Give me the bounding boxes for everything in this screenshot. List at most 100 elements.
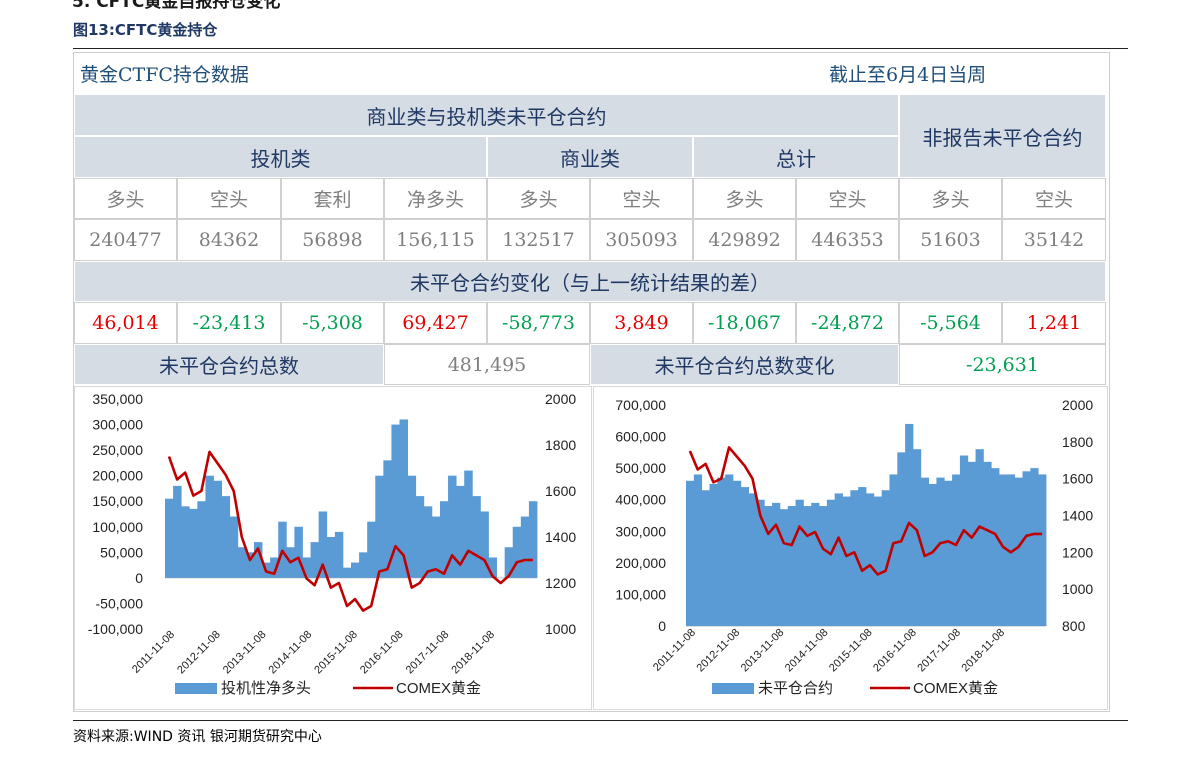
bottom-rule bbox=[73, 720, 1128, 721]
x-tick-label: 2018-11-08 bbox=[449, 629, 497, 677]
nonreport-header: 非报告未平仓合约 bbox=[899, 94, 1106, 178]
y-left-tick-label: -50,000 bbox=[96, 595, 144, 611]
bar-mark bbox=[1030, 468, 1039, 626]
bar-mark bbox=[959, 455, 969, 626]
change-cell: -58,773 bbox=[487, 302, 590, 344]
y-right-tick-label: 800 bbox=[1062, 618, 1086, 634]
y-left-tick-label: 200,000 bbox=[615, 555, 666, 571]
bar-mark bbox=[811, 502, 820, 626]
change-cell: -18,067 bbox=[693, 302, 796, 344]
bar-mark bbox=[431, 516, 441, 578]
col-label: 空头 bbox=[177, 178, 281, 219]
y-left-tick-label: 300,000 bbox=[92, 417, 143, 433]
y-right-tick-label: 1200 bbox=[1062, 544, 1093, 560]
figure-panel bbox=[73, 52, 1110, 712]
bar-mark bbox=[756, 499, 765, 626]
bar-mark bbox=[375, 475, 384, 578]
bar-mark bbox=[1038, 474, 1047, 626]
x-tick-label: 2016-11-08 bbox=[871, 627, 919, 675]
bar-mark bbox=[464, 470, 473, 578]
bar-mark bbox=[391, 424, 400, 578]
bar-mark bbox=[439, 501, 449, 578]
bar-mark bbox=[787, 506, 796, 626]
chart-open-interest-svg: 700,000 600,000 500,000 400,000 300,000 200,0… bbox=[615, 397, 1093, 697]
y-left-tick-label: 250,000 bbox=[92, 442, 143, 458]
gold-price-line bbox=[167, 450, 533, 612]
bar-mark bbox=[1022, 471, 1031, 626]
bar-mark bbox=[213, 480, 223, 578]
table-date: 截止至6月4日当周 bbox=[829, 64, 987, 86]
bar-mark bbox=[165, 498, 174, 578]
change-cell: 46,014 bbox=[74, 302, 177, 344]
bar-mark bbox=[967, 461, 976, 626]
x-tick-label: 2013-11-08 bbox=[221, 629, 269, 677]
y-right-tick-label: 1800 bbox=[545, 437, 576, 453]
total-oi-label: 未平仓合约总数 bbox=[74, 344, 384, 385]
figure-title: 图13:CFTC黄金持仓 bbox=[73, 21, 218, 39]
y-left-tick-label: -100,000 bbox=[88, 621, 143, 637]
col-label: 多头 bbox=[74, 178, 177, 219]
y-right-tick-label: 1800 bbox=[1062, 434, 1093, 450]
y-left-tick-label: 150,000 bbox=[92, 493, 143, 509]
bar-mark bbox=[423, 506, 433, 578]
bar-mark bbox=[858, 487, 867, 626]
bar-mark bbox=[245, 552, 255, 578]
bar-mark bbox=[873, 496, 883, 626]
col-label: 多头 bbox=[487, 178, 590, 219]
bar-mark bbox=[850, 490, 859, 626]
bar-mark bbox=[383, 460, 392, 578]
commercial-header: 商业类 bbox=[487, 136, 693, 178]
bar-mark bbox=[318, 511, 328, 578]
change-header: 未平仓合约变化（与上一统计结果的差） bbox=[74, 261, 1106, 302]
bar-mark bbox=[359, 552, 368, 578]
bar-mark bbox=[889, 474, 898, 626]
bar-mark bbox=[717, 477, 726, 626]
y-right-tick-label: 2000 bbox=[1062, 397, 1093, 413]
bar-mark bbox=[472, 496, 481, 578]
y-left-tick-label: 600,000 bbox=[615, 429, 666, 445]
bar-mark bbox=[270, 557, 279, 578]
top-rule bbox=[73, 48, 1128, 49]
change-cell: -23,413 bbox=[177, 302, 281, 344]
bar-mark bbox=[351, 562, 360, 578]
x-tick-label: 2017-11-08 bbox=[915, 627, 963, 675]
value-cell: 156,115 bbox=[384, 219, 487, 261]
bar-mark bbox=[991, 468, 1000, 626]
bar-mark bbox=[1006, 474, 1016, 626]
bar-mark bbox=[504, 547, 514, 578]
section-heading: 5. CFTC黄金自报持仓变化 bbox=[72, 0, 281, 12]
y-left-tick-label: 300,000 bbox=[615, 523, 666, 539]
change-cell: -5,564 bbox=[899, 302, 1002, 344]
bar-mark bbox=[399, 419, 409, 578]
total-oi-change-label: 未平仓合约总数变化 bbox=[590, 344, 899, 385]
bar-mark bbox=[237, 547, 247, 578]
x-tick-label: 2014-11-08 bbox=[267, 629, 315, 677]
bar-mark bbox=[912, 449, 922, 626]
value-cell: 51603 bbox=[899, 219, 1002, 261]
legend-label-line: COMEX黄金 bbox=[396, 680, 481, 697]
bar-mark bbox=[740, 487, 750, 626]
y-right-tick-label: 1600 bbox=[545, 483, 576, 499]
bar-mark bbox=[253, 542, 263, 578]
change-cell: -24,872 bbox=[796, 302, 899, 344]
bar-mark bbox=[803, 506, 812, 626]
col-label: 多头 bbox=[693, 178, 796, 219]
bar-mark bbox=[326, 537, 336, 578]
legend-swatch-bar bbox=[175, 683, 217, 694]
legend-label-bar: 投机性净多头 bbox=[221, 680, 311, 697]
speculative-header: 投机类 bbox=[74, 136, 487, 178]
bar-mark bbox=[205, 475, 214, 578]
table-title: 黄金CTFC持仓数据 bbox=[80, 64, 249, 86]
y-right-tick-label: 1400 bbox=[545, 529, 576, 545]
bar-mark bbox=[334, 531, 344, 578]
value-cell: 429892 bbox=[693, 219, 796, 261]
total-oi-value: 481,495 bbox=[384, 344, 590, 385]
col-label: 空头 bbox=[590, 178, 693, 219]
y-left-tick-label: 50,000 bbox=[100, 544, 143, 560]
bar-mark bbox=[302, 557, 311, 578]
bar-mark bbox=[983, 461, 992, 626]
bar-mark bbox=[732, 480, 742, 626]
y-left-tick-label: 200,000 bbox=[92, 468, 143, 484]
bar-mark bbox=[944, 480, 953, 626]
bar-mark bbox=[952, 474, 961, 626]
